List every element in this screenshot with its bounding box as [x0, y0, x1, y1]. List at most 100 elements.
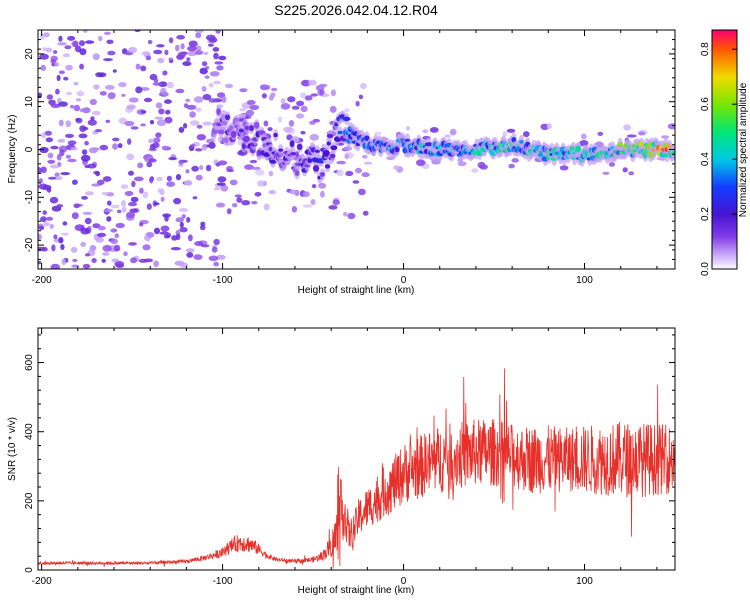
spectrogram-signal-point [223, 137, 229, 144]
colorbar-segment [712, 47, 737, 51]
spectrogram-noise-blob [429, 126, 439, 133]
colorbar-segment [712, 265, 737, 268]
spectrogram-noise-blob [58, 101, 68, 107]
spectrogram-noise-blob [112, 143, 119, 150]
colorbar-segment [712, 197, 737, 200]
spectrogram-noise-blob [213, 261, 219, 267]
spectrogram-noise-blob [602, 171, 610, 175]
spectrogram-noise-blob [155, 132, 162, 138]
spectrogram-noise-blob [73, 104, 81, 112]
spectrogram-noise-blob [546, 123, 552, 130]
spectrogram-noise-blob [121, 93, 126, 97]
spectrogram-noise-blob [188, 40, 198, 48]
spectrogram-noise-blob [115, 263, 125, 269]
spectrogram-noise-blob [54, 172, 60, 177]
spectrogram-noise-blob [128, 201, 137, 207]
spectrogram-noise-blob [38, 233, 42, 240]
colorbar-segment [712, 91, 737, 95]
spectrogram-noise-blob [179, 227, 188, 233]
colorbar-segment [712, 95, 737, 99]
spectrogram-noise-blob [309, 134, 320, 141]
spectrogram-noise-blob [121, 206, 127, 213]
spectrogram-noise-blob [152, 142, 160, 149]
spectrogram-noise-blob [117, 143, 123, 149]
spectrogram-noise-blob [146, 203, 152, 210]
spectrogram-noise-blob [45, 137, 53, 143]
spectrogram-noise-blob [72, 40, 79, 48]
colorbar-segment [712, 30, 737, 33]
spectrogram-noise-blob [58, 35, 63, 42]
spectrogram-noise-blob [64, 45, 72, 50]
spectrogram-noise-blob [352, 180, 360, 184]
snr-xlabel: Height of straight line (km) [298, 585, 415, 596]
spectrogram-noise-blob [364, 161, 373, 165]
snr-ytick-label: 600 [24, 354, 35, 371]
spectrogram-ytick-label: 0 [24, 146, 35, 152]
colorbar-segment [712, 243, 737, 246]
spectrogram-noise-blob [41, 132, 46, 138]
spectrogram-noise-blob [104, 85, 115, 90]
spectrogram-noise-blob [147, 39, 153, 45]
spectrogram-noise-blob [124, 120, 135, 127]
spectrogram-noise-blob [511, 158, 519, 163]
colorbar-segment [712, 41, 737, 45]
spectrogram-noise-blob [59, 149, 65, 157]
spectrogram-noise-blob [81, 196, 88, 200]
spectrogram-noise-blob [55, 88, 60, 95]
spectrogram-noise-blob [358, 94, 364, 100]
spectrogram-noise-blob [118, 82, 127, 88]
spectrogram-noise-blob [218, 55, 227, 61]
snr-xtick-label: -100 [213, 576, 233, 587]
spectrogram-noise-blob [102, 176, 112, 182]
colorbar-segment [712, 89, 737, 93]
spectrogram-noise-blob [57, 139, 66, 143]
colorbar-segment [712, 159, 737, 163]
spectrogram-noise-blob [87, 163, 97, 169]
spectrogram-noise-blob [146, 161, 153, 168]
spectrogram-noise-blob [355, 100, 360, 107]
spectrogram-noise-blob [139, 222, 144, 227]
spectrogram-noise-blob [58, 70, 65, 75]
spectrogram-noise-blob [43, 221, 50, 227]
colorbar-segment [712, 227, 737, 230]
colorbar-segment [712, 125, 737, 129]
spectrogram-noise-blob [94, 129, 103, 133]
spectrogram-noise-blob [362, 210, 369, 216]
colorbar-segment [712, 123, 737, 127]
spectrogram-noise-blob [153, 78, 159, 83]
spectrogram-noise-blob [444, 134, 452, 138]
spectrogram-noise-blob [264, 85, 271, 90]
spectrogram-noise-blob [355, 167, 362, 174]
spectrogram-noise-blob [393, 165, 400, 170]
spectrogram-signal-point [404, 138, 411, 142]
spectrogram-noise-blob [267, 127, 273, 132]
spectrogram-noise-blob [92, 147, 100, 151]
colorbar-segment [712, 105, 737, 109]
spectrogram-noise-blob [75, 98, 82, 102]
spectrogram-noise-blob [166, 181, 176, 187]
spectrogram-noise-blob [309, 120, 316, 125]
spectrogram-noise-blob [177, 51, 186, 59]
colorbar-tick-label: 0.2 [700, 207, 711, 221]
colorbar-segment [712, 173, 737, 176]
spectrogram-noise-blob [559, 165, 569, 171]
colorbar-segment [712, 75, 737, 79]
spectrogram-noise-blob [128, 170, 134, 176]
spectrogram-noise-blob [215, 30, 221, 34]
colorbar-segment [712, 215, 737, 218]
colorbar-frame [711, 29, 738, 270]
spectrogram-noise-blob [199, 165, 204, 171]
spectrogram-signal-point [312, 165, 320, 172]
spectrogram-noise-blob [153, 137, 161, 143]
spectrogram-noise-blob [195, 50, 204, 55]
spectrogram-noise-blob [280, 103, 291, 110]
spectrogram-noise-blob [194, 96, 204, 103]
spectrogram-noise-blob [183, 123, 188, 129]
spectrogram-noise-blob [232, 203, 238, 208]
spectrogram-noise-blob [66, 91, 73, 96]
spectrogram-noise-blob [361, 172, 370, 178]
colorbar-segment [712, 233, 737, 236]
spectrogram-noise-blob [185, 248, 195, 253]
spectrogram-noise-blob [186, 216, 191, 223]
